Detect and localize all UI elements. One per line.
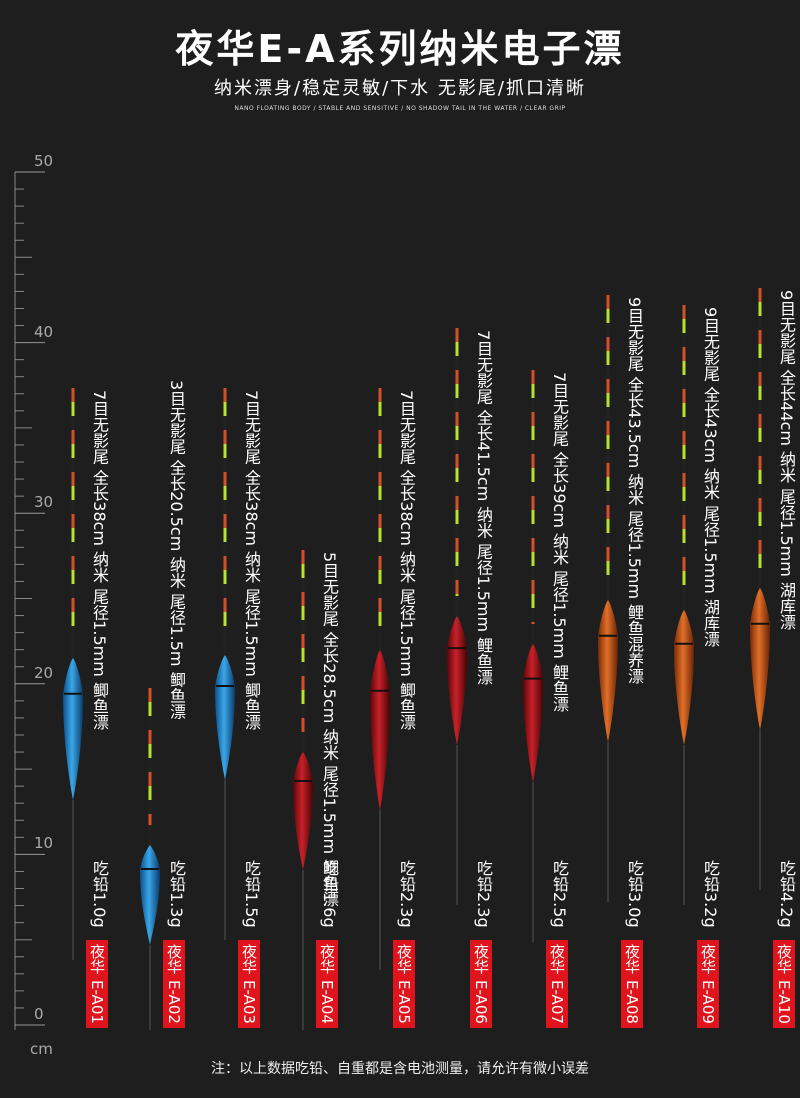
brand: 夜华 — [395, 944, 413, 974]
ruler-label: 20 — [34, 663, 54, 682]
model: E-A04 — [318, 980, 336, 1024]
ruler-label: 30 — [34, 493, 54, 512]
model-badge: 夜华 E-A03 — [238, 940, 260, 1028]
model: E-A08 — [623, 980, 641, 1024]
float-lead: 吃铅2.5g — [550, 860, 569, 928]
float-lead: 吃铅2.3g — [397, 860, 416, 928]
float-lead: 吃铅3.2g — [701, 860, 720, 928]
brand: 夜华 — [623, 944, 641, 974]
float-body — [447, 616, 467, 745]
brand: 夜华 — [240, 944, 258, 974]
model-badge: 夜华 E-A07 — [546, 940, 568, 1028]
float-lead: 吃铅2.3g — [474, 860, 493, 928]
brand: 夜华 — [548, 944, 566, 974]
float-body — [293, 752, 313, 870]
float-body — [370, 650, 390, 810]
ruler-label: 0 — [34, 1005, 44, 1023]
subtitle: 纳米漂身/稳定灵敏/下水 无影尾/抓口清晰 — [214, 78, 586, 99]
model-badge: 夜华 E-A08 — [621, 940, 643, 1028]
model-badge: 夜华 E-A04 — [316, 940, 338, 1028]
float-spec: 3目无影尾 全长20.5cm 纳米 尾径1.5m 鲫鱼漂 — [167, 380, 186, 720]
float-lead: 吃铅3.0g — [625, 860, 644, 928]
float-spec: 7目无影尾 全长41.5cm 纳米 尾径1.5mm 鲤鱼漂 — [474, 330, 493, 686]
brand: 夜华 — [165, 944, 183, 974]
float-lead: 吃铅4.2g — [777, 860, 796, 928]
float-body — [215, 655, 235, 780]
model-badge: 夜华 E-A02 — [163, 940, 185, 1028]
float-body — [63, 658, 83, 800]
float-lead: 吃铅1.0g — [90, 860, 109, 928]
model-badge: 夜华 E-A05 — [393, 940, 415, 1028]
ruler-label: 40 — [34, 322, 54, 341]
brand: 夜华 — [318, 944, 336, 974]
ruler-unit: cm — [30, 1040, 53, 1058]
model: E-A02 — [165, 980, 183, 1024]
model: E-A09 — [699, 980, 717, 1024]
float-spec: 7目无影尾 全长39cm 纳米 尾径1.5mm 鲤鱼漂 — [550, 372, 569, 712]
brand: 夜华 — [775, 944, 793, 974]
model: E-A06 — [472, 980, 490, 1024]
brand: 夜华 — [88, 944, 106, 974]
float-spec: 7目无影尾 全长38cm 纳米 尾径1.5mm 鲫鱼漂 — [242, 390, 261, 730]
brand: 夜华 — [472, 944, 490, 974]
model: E-A03 — [240, 980, 258, 1024]
float-spec: 7目无影尾 全长38cm 纳米 尾径1.5mm 鲫鱼漂 — [90, 390, 109, 730]
model: E-A07 — [548, 980, 566, 1024]
float-body — [140, 845, 160, 945]
model-badge: 夜华 E-A06 — [470, 940, 492, 1028]
float-lead: 吃铅1.6g — [320, 860, 339, 928]
float-body — [598, 600, 618, 742]
subtitle-en: NANO FLOATING BODY / STABLE AND SENSITIV… — [234, 105, 566, 112]
ruler-label: 50 — [34, 152, 54, 170]
float-spec: 9目无影尾 全长43.5cm 纳米 尾径1.5mm 鲤鱼混养漂 — [625, 297, 644, 685]
ruler-label: 10 — [34, 834, 54, 853]
model: E-A10 — [775, 980, 793, 1024]
float-body — [523, 644, 543, 782]
brand: 夜华 — [699, 944, 717, 974]
float-body — [674, 610, 694, 745]
float-spec: 9目无影尾 全长44cm 纳米 尾径1.5mm 湖库漂 — [777, 290, 796, 630]
float-body — [750, 588, 770, 730]
float-spec: 7目无影尾 全长38cm 纳米 尾径1.5mm 鲫鱼漂 — [397, 390, 416, 730]
model-badge: 夜华 E-A01 — [86, 940, 108, 1028]
title: 夜华E-A系列纳米电子漂 — [175, 27, 625, 71]
float-spec: 9目无影尾 全长43cm 纳米 尾径1.5mm 湖库漂 — [701, 307, 720, 647]
model: E-A01 — [88, 980, 106, 1024]
model-badge: 夜华 E-A09 — [697, 940, 719, 1028]
model: E-A05 — [395, 980, 413, 1024]
float-lead: 吃铅1.5g — [242, 860, 261, 928]
float-lead: 吃铅1.3g — [167, 860, 186, 928]
model-badge: 夜华 E-A10 — [773, 940, 795, 1028]
footnote: 注：以上数据吃铅、自重都是含电池测量，请允许有微小误差 — [211, 1061, 589, 1077]
float-spec: 5目无影尾 全长28.5cm 纳米 尾径1.5mm 鲫鱼漂 — [320, 552, 339, 908]
